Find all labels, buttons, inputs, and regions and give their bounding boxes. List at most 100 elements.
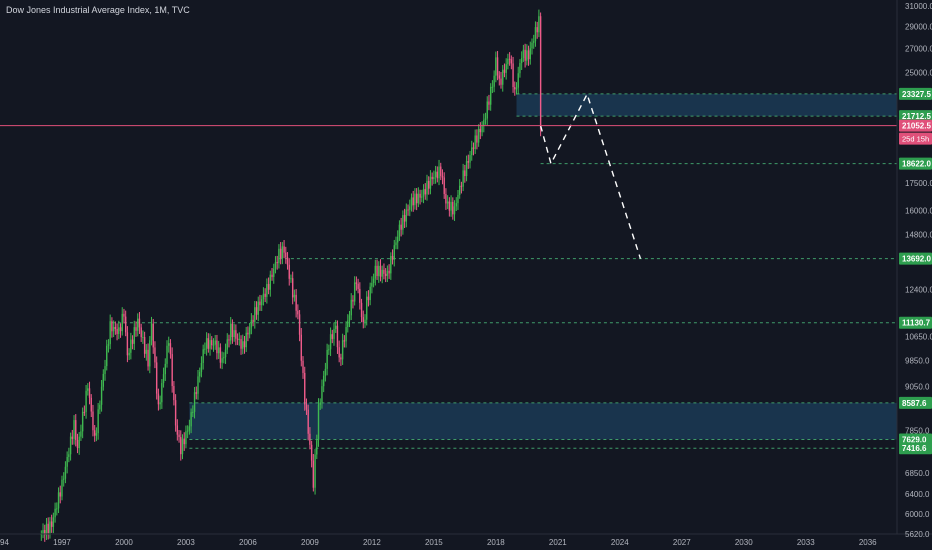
candle-body [295, 294, 297, 311]
candle-body [448, 201, 451, 211]
candle-body [331, 334, 333, 339]
time-tick-label: 2036 [859, 538, 877, 547]
candle-body [192, 411, 194, 413]
candle-body [481, 125, 483, 133]
candle-body [99, 404, 101, 410]
candle-body [173, 386, 175, 401]
candle-body [441, 175, 444, 178]
candle-body [202, 349, 204, 363]
candle-body [369, 286, 371, 301]
candle-body [288, 264, 290, 279]
candle-body [155, 362, 158, 394]
time-tick-label: 1994 [0, 538, 9, 547]
candle-body [152, 323, 154, 348]
candle-body [498, 75, 500, 79]
candle-body [384, 273, 387, 276]
candle-body [135, 327, 137, 331]
candle-body [111, 321, 113, 332]
time-tick-label: 2024 [611, 538, 629, 547]
candle-body [353, 282, 356, 302]
price-tick-label: 17500.0 [905, 179, 932, 188]
candle-body [266, 283, 268, 297]
candle-body [376, 265, 378, 277]
time-tick-label: 2021 [549, 538, 567, 547]
candle-body [78, 436, 80, 449]
candle-body [92, 411, 94, 431]
candle-body [76, 439, 79, 449]
candle-body [285, 252, 287, 258]
candle-body [409, 206, 411, 210]
candle-body [489, 86, 492, 105]
candle-body [467, 161, 469, 163]
candle-body [176, 425, 179, 435]
candle-body [66, 456, 68, 467]
price-tick-label: 9050.0 [905, 383, 930, 392]
candle-body [431, 176, 433, 180]
candle-body [281, 246, 284, 259]
candle-body [378, 265, 380, 277]
candle-body [310, 444, 313, 461]
candle-body [157, 393, 160, 405]
candle-body [293, 294, 296, 298]
candle-body [328, 349, 330, 351]
time-tick-label: 2015 [425, 538, 443, 547]
candle-body [336, 325, 339, 348]
candle-body [106, 345, 108, 367]
level-price-badge: 23327.5 [902, 90, 931, 99]
candle-body [88, 388, 91, 398]
candle-body [45, 523, 48, 536]
demand-zone [189, 402, 897, 440]
candle-body [412, 197, 414, 206]
chart-title: Dow Jones Industrial Average Index, 1M, … [6, 5, 190, 15]
candle-body [374, 265, 377, 279]
candle-body [360, 302, 363, 318]
candle-body [505, 64, 507, 73]
candle-body [214, 340, 216, 345]
candle-body [471, 147, 473, 156]
candle-body [80, 431, 82, 437]
candle-body [143, 337, 146, 354]
candle-body [438, 166, 440, 179]
candle-body [145, 349, 148, 354]
candle-body [126, 332, 129, 356]
candle-body [536, 27, 538, 33]
candle-body [433, 177, 435, 180]
candle-body [529, 48, 531, 60]
candle-body [539, 16, 542, 130]
candle-body [450, 201, 452, 211]
price-tick-label: 27000.0 [905, 45, 932, 54]
candle-body [150, 323, 153, 341]
candle-body [390, 255, 392, 274]
candle-body [219, 347, 222, 363]
candle-body [204, 348, 206, 350]
candle-body [455, 203, 457, 207]
candle-body [316, 440, 318, 455]
time-axis[interactable]: 1994 1997 2000 2003 2006 2009 2012 2015 2018 2021… [0, 538, 877, 547]
candle-body [366, 296, 368, 320]
current-price-badge-bg [899, 119, 932, 132]
candle-body [193, 392, 196, 412]
candle-body [109, 321, 111, 345]
candle-body [52, 517, 55, 527]
candle-body [329, 334, 332, 350]
level-price-badge-bg [899, 396, 932, 409]
candle-body [130, 339, 132, 353]
candle-body [252, 319, 254, 322]
candle-body [298, 314, 301, 335]
candle-body [233, 330, 235, 338]
price-axis[interactable]: 31000.0 29000.0 27000.0 25000.0 17500.0 16000… [905, 2, 932, 539]
candle-body [534, 27, 537, 42]
candle-body [538, 16, 540, 33]
candle-body [140, 327, 142, 338]
candle-body [393, 245, 395, 260]
time-tick-label: 2006 [239, 538, 257, 547]
candle-body [403, 215, 406, 222]
candle-body [75, 420, 77, 440]
candle-body [238, 338, 241, 340]
candle-body [464, 170, 466, 177]
candle-body [309, 433, 311, 445]
candle-body [164, 363, 166, 375]
candle-body [162, 374, 165, 384]
candle-body [319, 402, 321, 405]
